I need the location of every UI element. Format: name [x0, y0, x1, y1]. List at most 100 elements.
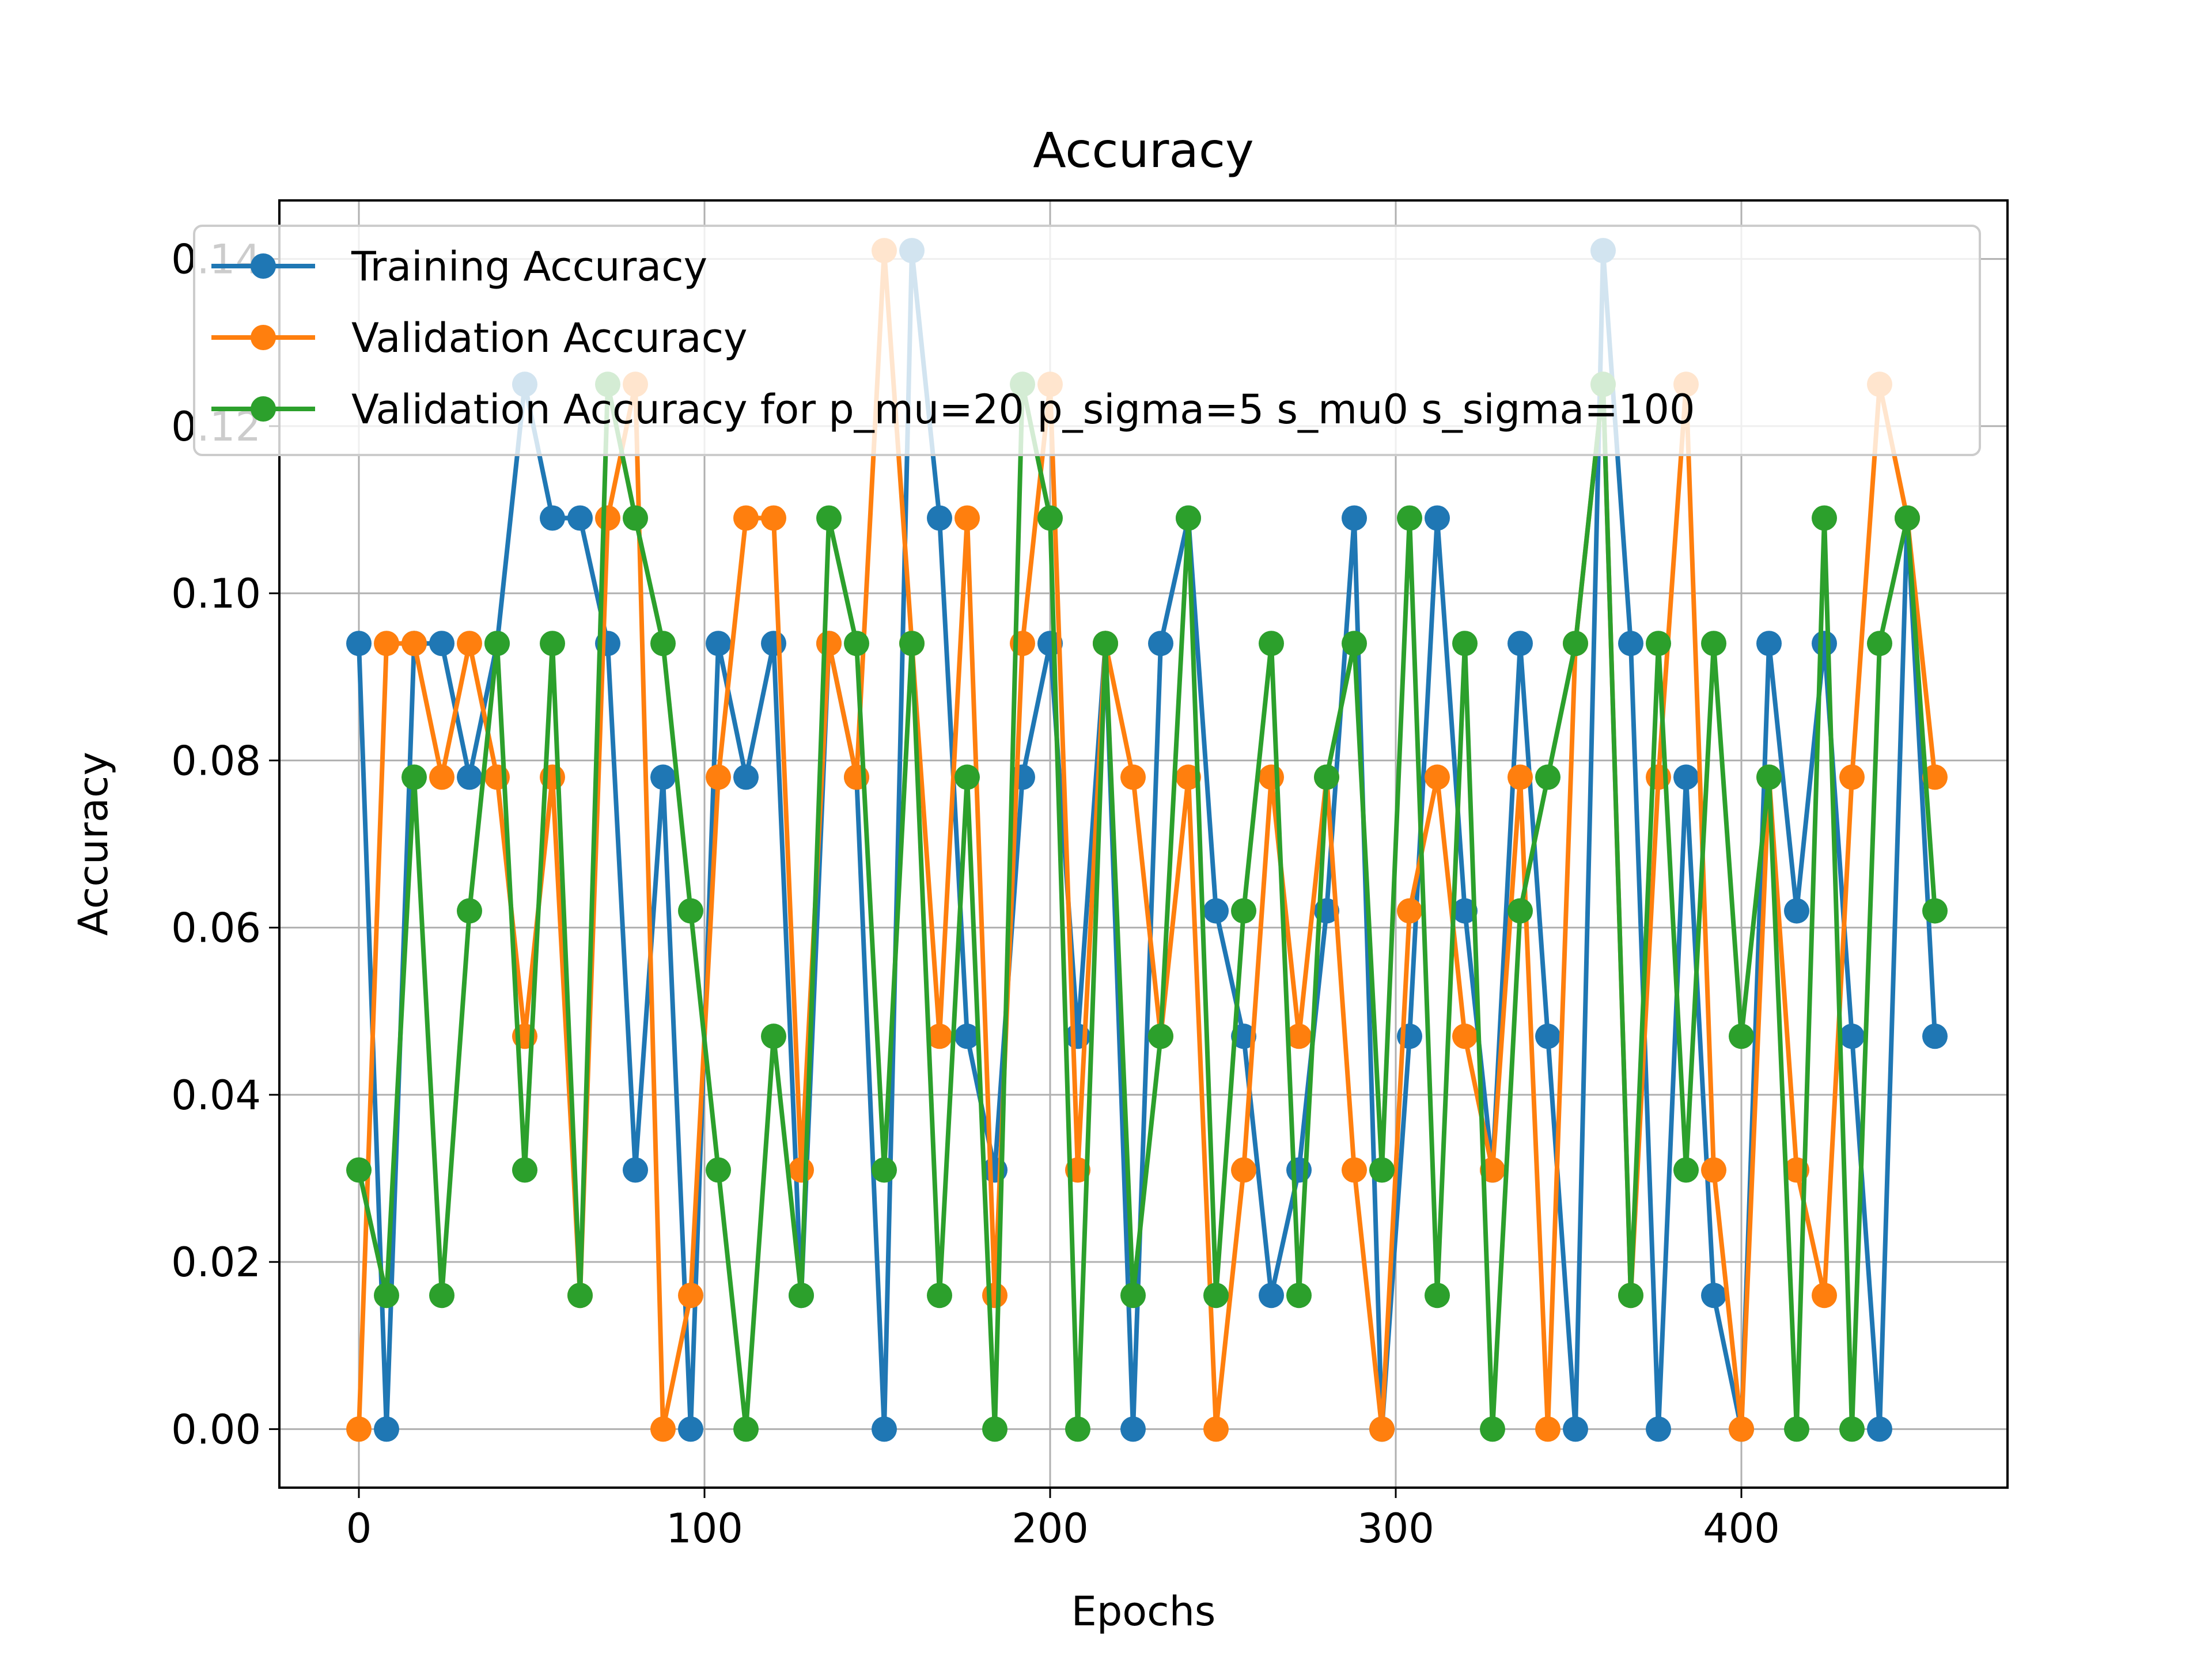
data-point — [927, 1283, 952, 1309]
data-point — [678, 898, 703, 924]
data-point — [1231, 898, 1256, 924]
y-axis-label: Accuracy — [70, 752, 117, 936]
data-point — [1867, 1416, 1892, 1442]
data-point — [678, 1283, 703, 1309]
data-point — [1093, 631, 1118, 657]
data-point — [1037, 631, 1063, 657]
data-point — [595, 505, 620, 531]
data-point — [650, 631, 676, 657]
data-point — [1120, 764, 1146, 790]
data-point — [706, 631, 731, 657]
data-point — [1259, 1283, 1284, 1309]
data-point — [1480, 1416, 1505, 1442]
data-point — [816, 631, 842, 657]
data-point — [1037, 505, 1063, 531]
data-point — [402, 764, 427, 790]
data-point — [1535, 1416, 1560, 1442]
legend-label: Training Accuracy — [351, 243, 707, 290]
data-point — [1259, 631, 1284, 657]
data-point — [457, 631, 482, 657]
data-point — [1259, 764, 1284, 790]
legend-marker — [251, 253, 276, 279]
data-point — [1812, 1283, 1837, 1309]
data-point — [567, 1283, 593, 1309]
data-point — [1784, 1416, 1809, 1442]
data-point — [567, 505, 593, 531]
data-point — [1176, 505, 1201, 531]
data-point — [1480, 1157, 1505, 1183]
data-point — [927, 1023, 952, 1049]
data-point — [1369, 1157, 1395, 1183]
data-point — [1120, 1283, 1146, 1309]
legend-entry: Validation Accuracy — [211, 314, 748, 362]
data-point — [1397, 898, 1422, 924]
data-point — [955, 1023, 980, 1049]
legend-box — [193, 225, 1981, 456]
data-point — [1508, 631, 1533, 657]
legend-entry: Training Accuracy — [211, 243, 707, 290]
x-tick-label: 300 — [1357, 1505, 1434, 1552]
data-point — [1729, 1023, 1754, 1049]
data-point — [429, 631, 454, 657]
data-point — [1342, 505, 1367, 531]
data-point — [872, 1157, 897, 1183]
data-point — [374, 1416, 399, 1442]
data-point — [650, 764, 676, 790]
data-point — [706, 1157, 731, 1183]
data-point — [1839, 1023, 1865, 1049]
data-point — [1342, 1157, 1367, 1183]
data-point — [1839, 764, 1865, 790]
plot-frame — [278, 199, 2009, 1489]
data-point — [1203, 1283, 1229, 1309]
data-point — [623, 1157, 648, 1183]
data-point — [457, 764, 482, 790]
x-tick-label: 0 — [346, 1505, 372, 1552]
data-point — [1286, 1283, 1312, 1309]
data-point — [650, 1416, 676, 1442]
data-point — [1148, 631, 1173, 657]
data-point — [1701, 1157, 1726, 1183]
data-point — [1839, 1416, 1865, 1442]
data-point — [1812, 505, 1837, 531]
data-point — [540, 631, 565, 657]
data-point — [816, 505, 842, 531]
data-point — [1729, 1416, 1754, 1442]
data-point — [1922, 764, 1948, 790]
data-point — [346, 631, 372, 657]
data-point — [1812, 631, 1837, 657]
data-point — [1701, 631, 1726, 657]
data-point — [1176, 764, 1201, 790]
data-point — [1452, 1023, 1478, 1049]
data-point — [374, 1283, 399, 1309]
data-point — [982, 1416, 1007, 1442]
data-point — [1922, 1023, 1948, 1049]
x-axis-label: Epochs — [1071, 1588, 1216, 1635]
data-point — [1231, 1157, 1256, 1183]
data-point — [623, 505, 648, 531]
data-point — [1120, 1416, 1146, 1442]
data-point — [429, 764, 454, 790]
data-point — [1756, 764, 1782, 790]
chart-title: Accuracy — [1033, 122, 1254, 179]
data-point — [955, 505, 980, 531]
data-point — [346, 1157, 372, 1183]
data-point — [1563, 631, 1588, 657]
y-tick-label: 0.04 — [171, 1072, 261, 1119]
data-point — [1452, 898, 1478, 924]
data-point — [899, 631, 925, 657]
data-point — [1425, 1283, 1450, 1309]
data-point — [484, 631, 510, 657]
data-point — [346, 1416, 372, 1442]
data-point — [1203, 1416, 1229, 1442]
y-tick-label: 0.08 — [171, 737, 261, 784]
data-point — [955, 764, 980, 790]
data-point — [1508, 764, 1533, 790]
data-point — [761, 631, 786, 657]
legend-label: Validation Accuracy for p_mu=20 p_sigma=… — [351, 386, 1695, 433]
data-point — [733, 505, 759, 531]
legend-marker — [251, 325, 276, 350]
data-point — [1673, 1157, 1699, 1183]
data-point — [678, 1416, 703, 1442]
